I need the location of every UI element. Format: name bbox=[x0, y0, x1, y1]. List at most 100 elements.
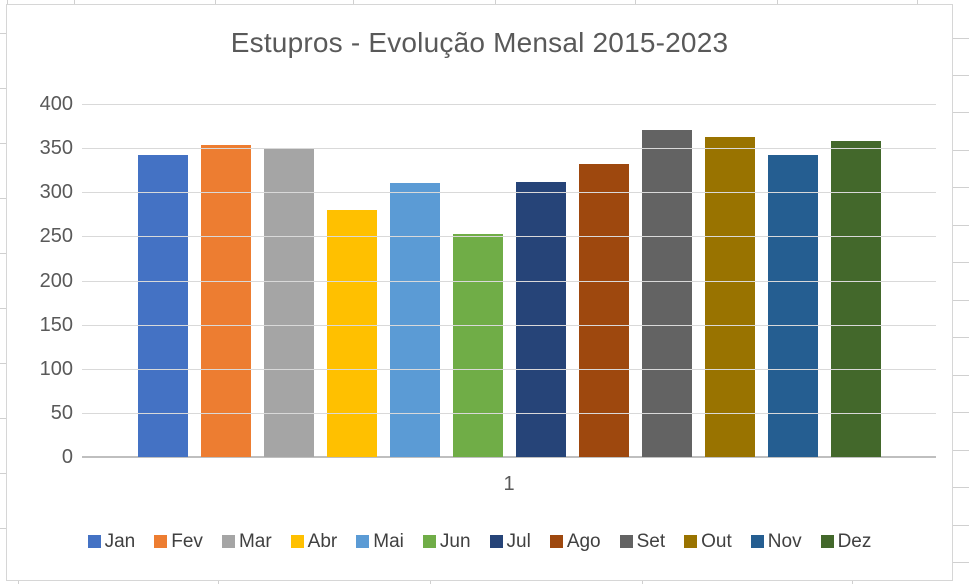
legend-item-jun[interactable]: Jun bbox=[422, 531, 471, 552]
legend-label: Abr bbox=[307, 531, 338, 552]
y-axis-tick-label: 300 bbox=[39, 181, 73, 204]
legend-item-out[interactable]: Out bbox=[684, 532, 732, 551]
bar-mar[interactable] bbox=[263, 149, 314, 457]
y-axis-tick-label: 0 bbox=[61, 446, 73, 468]
sheet-gridline bbox=[430, 581, 431, 584]
sheet-gridline bbox=[953, 75, 969, 76]
bar-dez[interactable] bbox=[830, 141, 881, 457]
x-category-label: 1 bbox=[503, 473, 515, 495]
bar-ago[interactable] bbox=[578, 164, 629, 457]
bar-jul[interactable] bbox=[515, 181, 566, 457]
sheet-gridline bbox=[0, 88, 6, 89]
chart-object[interactable]: Estupros - Evolução Mensal 2015-2023 1 0… bbox=[6, 4, 953, 581]
sheet-gridline bbox=[953, 112, 969, 113]
legend-item-jan[interactable]: Jan bbox=[87, 531, 136, 552]
chart-title[interactable]: Estupros - Evolução Mensal 2015-2023 bbox=[230, 27, 729, 58]
sheet-gridline bbox=[953, 187, 969, 188]
legend-label: Jul bbox=[506, 531, 531, 552]
sheet-gridline bbox=[953, 487, 969, 488]
legend-item-abr[interactable]: Abr bbox=[290, 531, 338, 552]
gridline-300 bbox=[82, 192, 936, 194]
sheet-gridline bbox=[218, 581, 219, 584]
sheet-gridline bbox=[215, 0, 216, 4]
sheet-gridline bbox=[0, 143, 6, 144]
bar-fev[interactable] bbox=[200, 145, 251, 457]
sheet-gridline bbox=[953, 412, 969, 413]
y-axis-tick-label: 350 bbox=[39, 137, 73, 160]
y-axis-tick-label: 250 bbox=[39, 225, 73, 248]
sheet-gridline bbox=[953, 300, 969, 301]
legend-item-mai[interactable]: Mai bbox=[356, 532, 404, 551]
gridline-200 bbox=[82, 280, 936, 282]
sheet-gridline bbox=[74, 0, 75, 4]
sheet-gridline bbox=[953, 225, 969, 226]
legend-swatch-icon bbox=[750, 535, 764, 548]
sheet-gridline bbox=[642, 581, 643, 584]
legend-label: Mar bbox=[238, 531, 272, 552]
sheet-gridline bbox=[917, 0, 918, 4]
legend-item-ago[interactable]: Ago bbox=[549, 532, 601, 551]
sheet-gridline bbox=[953, 375, 969, 376]
legend-label: Set bbox=[636, 531, 666, 552]
sheet-gridline bbox=[7, 0, 8, 4]
sheet-gridline bbox=[495, 0, 496, 4]
legend-label: Nov bbox=[767, 531, 802, 552]
sheet-gridline bbox=[0, 253, 6, 254]
sheet-gridline bbox=[777, 0, 778, 4]
sheet-gridline bbox=[0, 528, 6, 529]
bar-mai[interactable] bbox=[389, 183, 440, 457]
sheet-gridline bbox=[353, 0, 354, 4]
sheet-gridline bbox=[953, 562, 969, 563]
legend-label: Jan bbox=[104, 531, 136, 552]
bar-set[interactable] bbox=[641, 130, 692, 457]
legend-label: Fev bbox=[171, 531, 203, 552]
sheet-gridline bbox=[0, 33, 6, 34]
bar-out[interactable] bbox=[704, 136, 755, 457]
gridline-250 bbox=[82, 236, 936, 238]
sheet-gridline bbox=[953, 337, 969, 338]
bar-jun[interactable] bbox=[452, 233, 503, 457]
legend-item-fev[interactable]: Fev bbox=[154, 532, 203, 551]
legend-swatch-icon bbox=[684, 535, 698, 548]
sheet-gridline bbox=[852, 581, 853, 584]
sheet-gridline bbox=[18, 581, 19, 584]
bars-container bbox=[82, 104, 936, 457]
legend-label: Out bbox=[701, 531, 732, 552]
sheet-gridline bbox=[953, 150, 969, 151]
legend-swatch-icon bbox=[549, 535, 563, 548]
legend-swatch-icon bbox=[619, 535, 633, 548]
legend-item-mar[interactable]: Mar bbox=[221, 531, 272, 552]
legend-swatch-icon bbox=[820, 535, 834, 548]
sheet-gridline bbox=[953, 525, 969, 526]
legend-swatch-icon bbox=[356, 535, 370, 548]
legend-label: Mai bbox=[373, 531, 404, 552]
legend: Jan Fev Mar Abr Mai Jun Jul Ago Set Out Nov Dez bbox=[7, 532, 952, 551]
legend-swatch-icon bbox=[489, 535, 503, 548]
gridline-100 bbox=[82, 368, 936, 370]
gridline-150 bbox=[82, 324, 936, 326]
sheet-gridline bbox=[953, 38, 969, 39]
legend-swatch-icon bbox=[422, 535, 436, 548]
sheet-gridline bbox=[953, 262, 969, 263]
y-axis-tick-label: 50 bbox=[50, 401, 73, 424]
sheet-gridline bbox=[0, 418, 6, 419]
y-axis-tick-label: 400 bbox=[39, 93, 73, 115]
legend-item-jul[interactable]: Jul bbox=[489, 531, 531, 552]
sheet-gridline bbox=[0, 473, 6, 474]
bar-abr[interactable] bbox=[326, 209, 377, 457]
legend-swatch-icon bbox=[221, 535, 235, 548]
gridline-50 bbox=[82, 412, 936, 414]
legend-label: Dez bbox=[837, 531, 872, 552]
plot-area: 1 0 50 100 150 200 250 300 350 400 bbox=[40, 94, 936, 494]
legend-item-set[interactable]: Set bbox=[619, 531, 666, 552]
bar-jan[interactable] bbox=[137, 155, 188, 457]
bar-nov[interactable] bbox=[767, 155, 818, 457]
legend-item-dez[interactable]: Dez bbox=[820, 531, 872, 552]
x-axis-line bbox=[82, 456, 936, 458]
legend-item-nov[interactable]: Nov bbox=[750, 531, 802, 552]
sheet-gridline bbox=[953, 450, 969, 451]
legend-label: Jun bbox=[439, 531, 471, 552]
y-axis-tick-label: 200 bbox=[39, 269, 73, 292]
legend-swatch-icon bbox=[87, 535, 101, 548]
